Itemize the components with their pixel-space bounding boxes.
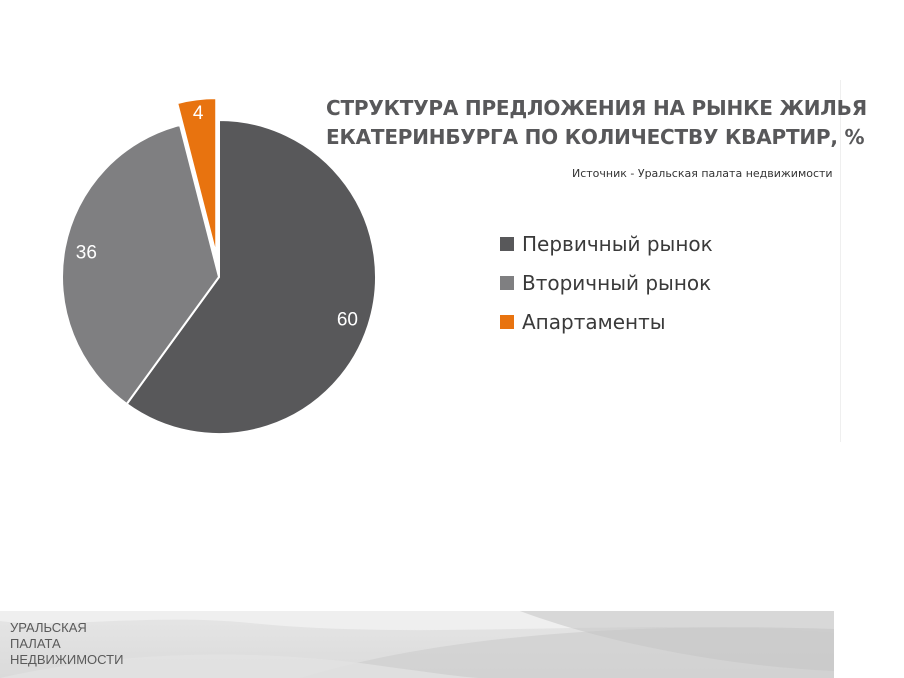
data-label-apartments: 4 [193,103,204,124]
footer-logo-line-2: ПАЛАТА [10,636,61,651]
legend-item-apartments: Апартаменты [500,302,713,341]
pie-chart: 60 36 4 [61,97,377,435]
legend-swatch-apartments [500,314,514,329]
footer-logo: УРАЛЬСКАЯ ПАЛАТА НЕДВИЖИМОСТИ [10,620,123,668]
data-label-primary: 60 [337,310,358,331]
footer-logo-line-1: УРАЛЬСКАЯ [10,620,87,635]
pie-slice-primary [125,119,377,435]
footer-banner: УРАЛЬСКАЯ ПАЛАТА НЕДВИЖИМОСТИ [0,611,834,678]
legend-label-secondary: Вторичный рынок [522,270,712,295]
legend-swatch-primary [500,236,514,251]
legend-item-secondary-market: Вторичный рынок [500,263,713,302]
pie-slice-secondary [61,123,220,406]
chart-title-line-1: СТРУКТУРА ПРЕДЛОЖЕНИЯ НА РЫНКЕ ЖИЛЬЯ [326,96,867,120]
chart-title-line-2: ЕКАТЕРИНБУРГА ПО КОЛИЧЕСТВУ КВАРТИР, % [326,125,865,149]
chart-title: СТРУКТУРА ПРЕДЛОЖЕНИЯ НА РЫНКЕ ЖИЛЬЯ ЕКА… [326,94,867,152]
legend-item-primary-market: Первичный рынок [500,224,713,263]
pie-slice-apartments [176,97,218,257]
legend-swatch-secondary [500,275,514,290]
chart-legend: Первичный рынок Вторичный рынок Апартаме… [500,224,713,341]
legend-label-primary: Первичный рынок [522,231,713,256]
footer-decoration [0,611,834,678]
chart-frame: 60 36 4 [40,80,841,442]
chart-source: Источник - Уральская палата недвижимости [572,167,833,180]
data-label-secondary: 36 [76,243,97,264]
legend-label-apartments: Апартаменты [522,309,666,334]
footer-logo-line-3: НЕДВИЖИМОСТИ [10,652,124,667]
